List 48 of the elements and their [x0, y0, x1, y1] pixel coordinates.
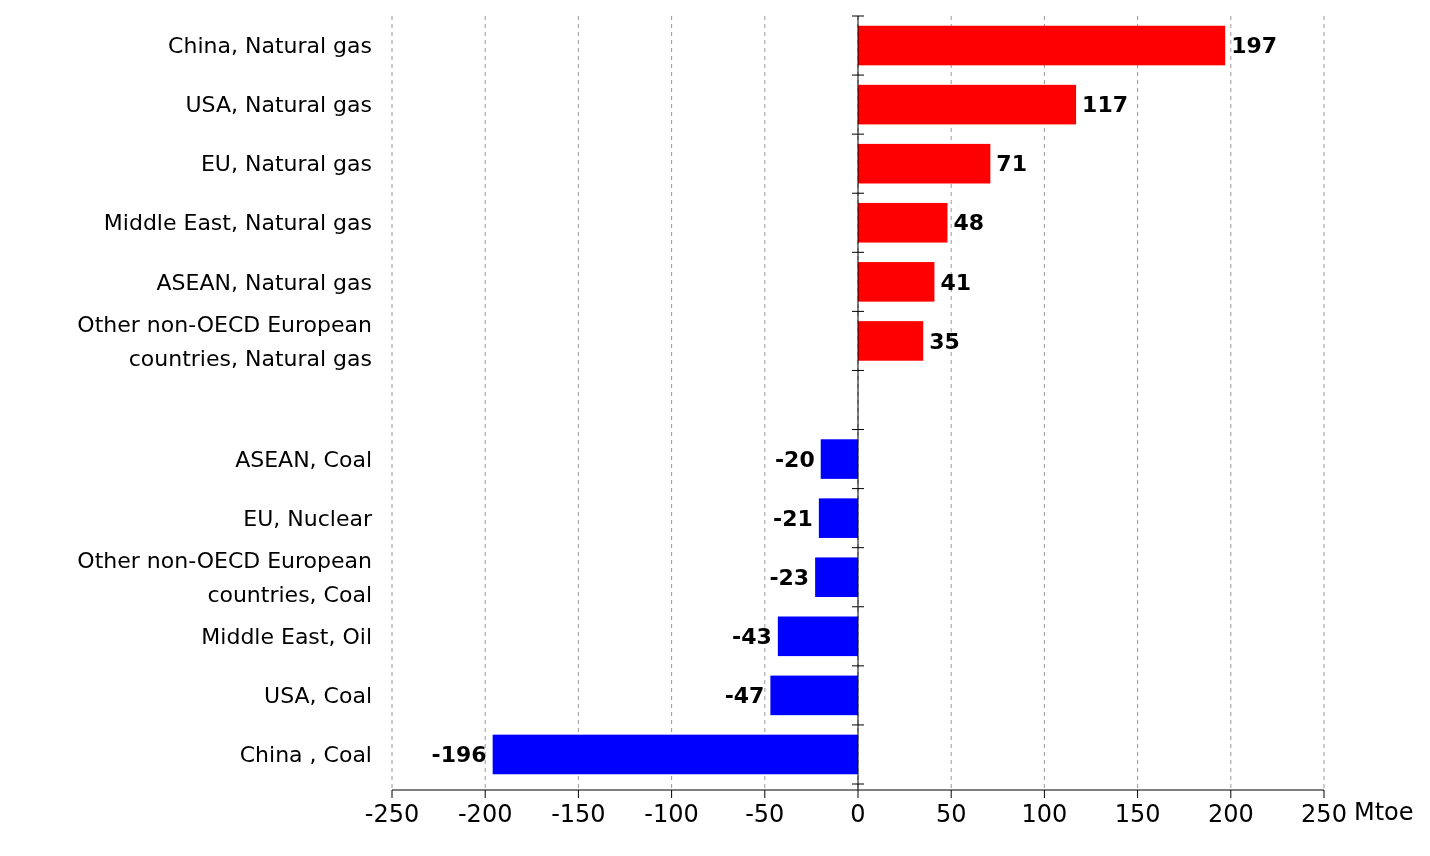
bar — [492, 734, 858, 775]
data-label: -196 — [431, 742, 487, 768]
data-label: 35 — [929, 328, 960, 354]
data-label: 117 — [1082, 92, 1129, 118]
y-tick-label: China, Natural gas — [168, 33, 372, 59]
data-label: -23 — [769, 564, 810, 590]
bar — [858, 262, 935, 302]
x-tick-label: 50 — [935, 800, 967, 828]
data-label: -47 — [724, 683, 765, 709]
x-tick-label: 0 — [850, 800, 866, 828]
bar — [818, 498, 858, 538]
bar — [858, 202, 948, 243]
bar — [815, 557, 858, 598]
data-label: -21 — [773, 505, 813, 531]
bar — [858, 84, 1077, 125]
x-tick-label: -50 — [745, 800, 785, 828]
x-tick-label: -150 — [551, 800, 606, 828]
x-tick-label: 150 — [1114, 800, 1161, 828]
bar — [777, 616, 858, 657]
x-tick-label: -250 — [364, 800, 420, 828]
y-tick-label: USA, Coal — [264, 683, 372, 709]
bar — [820, 439, 858, 479]
data-label: 197 — [1231, 33, 1278, 59]
data-label: -43 — [732, 624, 772, 650]
y-tick-label: Middle East, Natural gas — [103, 210, 372, 236]
bar — [858, 25, 1226, 66]
bar — [858, 143, 991, 184]
y-tick-label: Other non-OECD European countries, Coal — [77, 547, 372, 607]
data-label: 41 — [940, 269, 972, 295]
x-tick-label: -200 — [457, 800, 513, 828]
data-label: 71 — [996, 151, 1027, 177]
y-tick-label: Other non-OECD European countries, Natural gas — [77, 311, 372, 371]
bar — [858, 321, 924, 361]
y-tick-label: Middle East, Oil — [201, 624, 372, 650]
bar — [770, 675, 858, 716]
x-tick-label: 200 — [1207, 800, 1254, 828]
x-tick-label: 250 — [1301, 800, 1347, 828]
x-axis-title: Mtoe — [1354, 798, 1414, 826]
data-label: -20 — [774, 446, 815, 472]
y-tick-label: China , Coal — [239, 742, 372, 768]
y-tick-label: ASEAN, Coal — [235, 446, 372, 472]
data-label: 48 — [953, 210, 985, 236]
y-tick-label: EU, Nuclear — [243, 505, 373, 531]
x-tick-label: 100 — [1021, 800, 1068, 828]
y-tick-label: EU, Natural gas — [200, 151, 372, 177]
y-tick-label: USA, Natural gas — [185, 92, 372, 118]
x-tick-label: -100 — [644, 800, 699, 828]
y-tick-label: ASEAN, Natural gas — [156, 269, 372, 295]
